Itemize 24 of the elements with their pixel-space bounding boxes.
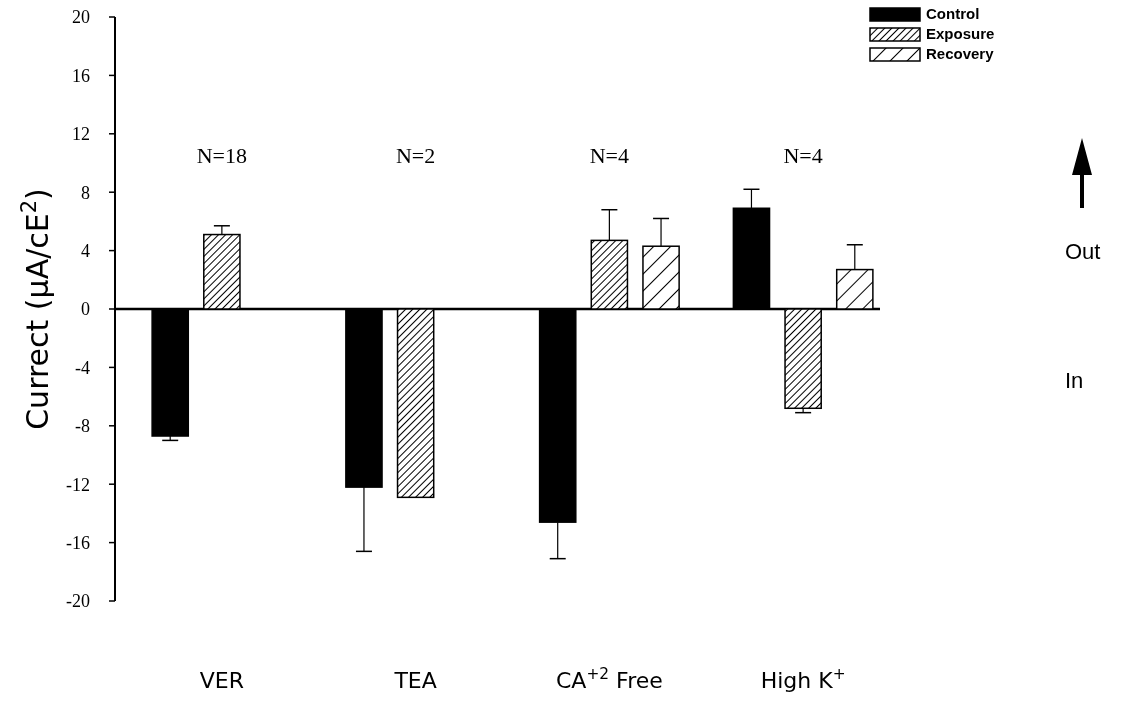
y-tick-label: 20 [72,7,90,28]
y-tick-label: 0 [81,299,90,320]
text: In [1065,368,1084,394]
legend-label: Control [926,5,980,22]
legend-label: Exposure [926,25,995,42]
y-tick-label: 8 [81,182,90,203]
y-tick-label: 16 [72,65,90,86]
y-tick-label: -4 [75,357,90,378]
text: Out [1065,238,1101,264]
y-tick-label: -12 [66,474,90,495]
x-tick-label: CA$^{+2}$ Free [555,665,663,693]
y-tick-label: -8 [75,416,90,437]
annotation: N=4 [589,143,630,168]
y-tick-label: 4 [81,240,90,261]
x-tick-label: High K$^{+}$ [760,665,846,693]
annotation: N=2 [395,143,436,168]
x-tick-label: TEA [393,668,437,693]
y-tick-label: 12 [72,124,90,145]
x-tick-label: VER [199,668,244,693]
annotation: N=18 [196,143,248,168]
legend-label: Recovery [926,45,995,62]
y-tick-label: -20 [66,591,90,612]
annotation: N=4 [783,143,823,168]
y-tick-label: -16 [66,532,90,553]
